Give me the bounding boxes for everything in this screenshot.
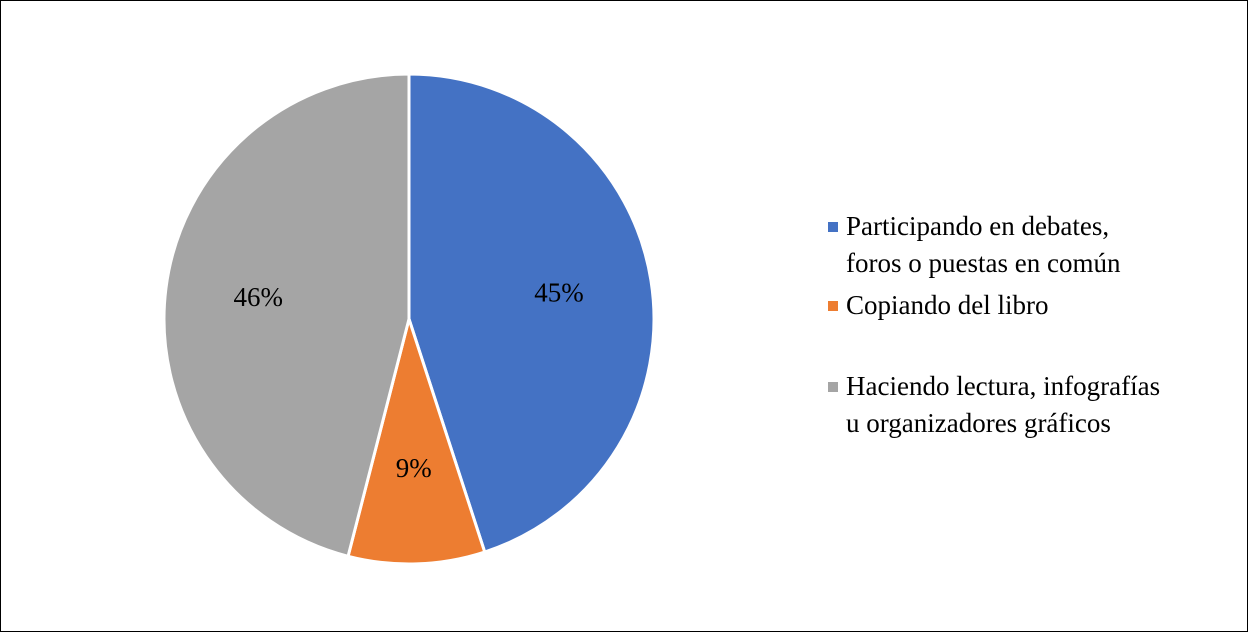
pie-slice (162, 72, 411, 559)
data-label: 45% (534, 277, 584, 307)
legend-swatch (828, 382, 838, 392)
legend-item: Haciendo lectura, infografías u organiza… (828, 368, 1160, 442)
legend-label: Copiando del libro (846, 290, 1049, 320)
pie-slice (407, 72, 656, 554)
legend-swatch (828, 301, 838, 311)
legend-item: Copiando del libro (828, 287, 1048, 324)
legend-label: Haciendo lectura, infografías u organiza… (846, 371, 1161, 438)
legend-label: Participando en debates, foros o puestas… (846, 211, 1121, 278)
legend-item: Participando en debates, foros o puestas… (828, 208, 1120, 282)
legend-swatch (828, 222, 838, 232)
data-label: 46% (234, 282, 284, 312)
pie-slice (346, 313, 487, 566)
data-label: 9% (396, 453, 432, 483)
